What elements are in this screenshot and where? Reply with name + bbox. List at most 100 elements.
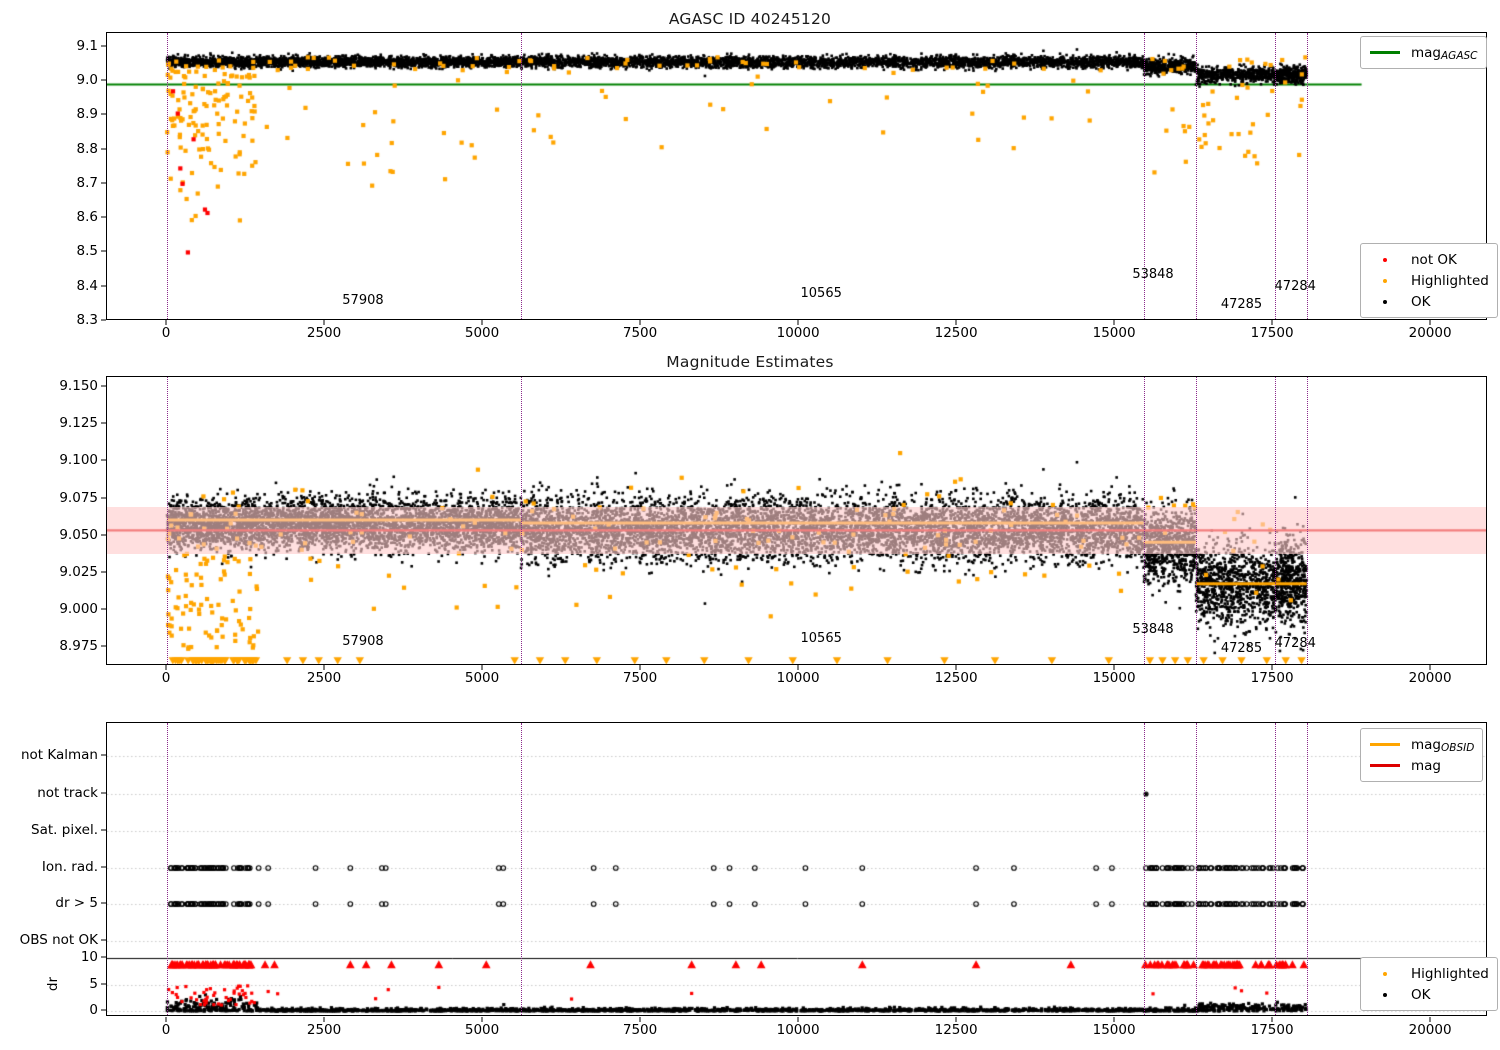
x-axis-tick <box>481 1017 483 1022</box>
y-axis-tick <box>101 216 106 218</box>
obsid-annotation: 57908 <box>342 634 384 650</box>
y-axis-tick-label: 9.150 <box>59 378 98 395</box>
x-axis-tick <box>323 1017 325 1022</box>
y-axis-tick <box>101 939 106 941</box>
obsid-divider-line <box>1143 377 1145 664</box>
x-axis-tick-label: 20000 <box>1408 1022 1452 1038</box>
obsid-annotation: 10565 <box>800 631 842 647</box>
y-axis-tick-label: 8.3 <box>76 312 98 328</box>
dr-tick-label: 10 <box>80 949 98 965</box>
x-axis-tick <box>323 320 325 325</box>
legend-row-mag: mag <box>1368 755 1474 776</box>
x-axis-tick <box>1271 320 1273 325</box>
legend-row-mag-agasc: magAGASC <box>1368 42 1478 63</box>
y-axis-tick <box>101 250 106 252</box>
legend-row-ok: OK <box>1368 291 1489 312</box>
x-axis-tick-label: 12500 <box>934 325 978 341</box>
legend-label-ok: OK <box>1411 293 1431 310</box>
x-axis-tick <box>955 1017 957 1022</box>
x-axis-tick <box>639 320 641 325</box>
obsid-divider-line <box>1143 33 1145 319</box>
obsid-divider-line <box>1195 723 1197 1015</box>
y-axis-tick-label: 8.8 <box>76 140 98 157</box>
flag-row-label: OBS not OK <box>19 932 98 948</box>
y-axis-tick <box>101 534 106 536</box>
axes-panel-2: 57908 10565 53848 47285 47284 <box>106 376 1487 665</box>
y-axis-tick-label: 9.0 <box>76 72 98 88</box>
obsid-divider-line <box>520 377 522 664</box>
y-axis-tick-label: 9.050 <box>59 526 98 543</box>
x-axis-tick-label: 7500 <box>622 670 658 686</box>
obsid-divider-line <box>1143 723 1145 1015</box>
legend-label-mag: mag <box>1411 757 1441 774</box>
legend-row-mag-obsid: magOBSID <box>1368 734 1474 755</box>
legend-label-not-ok: not OK <box>1411 251 1457 268</box>
y-axis-tick <box>101 1009 106 1011</box>
legend-row-highlighted: Highlighted <box>1368 270 1489 291</box>
legend-label-highlighted-2: Highlighted <box>1411 965 1489 982</box>
x-axis-tick <box>955 665 957 670</box>
x-axis-tick <box>481 320 483 325</box>
y-axis-tick <box>101 956 106 958</box>
x-axis-tick <box>1271 665 1273 670</box>
x-axis-tick-label: 10000 <box>776 1022 820 1038</box>
axes-panel-1: 57908 10565 53848 47285 47284 <box>106 32 1487 320</box>
x-axis-tick-label: 10000 <box>776 670 820 686</box>
legend-text-mag: mag <box>1411 44 1441 61</box>
x-axis-tick-label: 0 <box>161 1022 171 1038</box>
panel-magnitude-overview: AGASC ID 40245120 57908 10565 53848 47285 47… <box>0 0 1500 345</box>
x-axis-tick-label: 5000 <box>464 325 500 341</box>
x-axis-tick <box>165 320 167 325</box>
legend-row-not-ok: not OK <box>1368 249 1489 270</box>
x-axis-tick-label: 5000 <box>464 670 500 686</box>
x-axis-tick-label: 17500 <box>1250 1022 1294 1038</box>
y-axis-tick <box>101 902 106 904</box>
legend-mag-lines[interactable]: magOBSID mag <box>1360 728 1484 782</box>
y-axis-tick <box>101 497 106 499</box>
black-dot-icon <box>1368 299 1402 304</box>
x-axis-tick-label: 10000 <box>776 325 820 341</box>
flag-row-label: not Kalman <box>20 747 98 763</box>
legend-line-red-icon <box>1368 764 1402 767</box>
legend-label-ok-2: OK <box>1411 986 1431 1003</box>
x-axis-tick-label: 20000 <box>1408 325 1452 341</box>
x-axis-tick-label: 15000 <box>1092 325 1136 341</box>
y-axis-tick-label: 9.125 <box>59 415 98 432</box>
obsid-divider-line <box>1275 377 1276 664</box>
x-axis-tick-label: 5000 <box>464 1022 500 1038</box>
x-axis-tick <box>797 665 799 670</box>
y-axis-tick <box>101 754 106 756</box>
y-axis-tick-label: 8.975 <box>59 637 98 654</box>
x-axis-tick-label: 20000 <box>1408 670 1452 686</box>
panel2-title: Magnitude Estimates <box>666 353 834 371</box>
obsid-divider-line <box>520 33 522 319</box>
y-axis-tick <box>101 829 106 831</box>
obsid-divider-line <box>1195 33 1197 319</box>
y-axis-tick <box>101 285 106 287</box>
x-axis-tick <box>165 665 167 670</box>
y-axis-tick-label: 9.1 <box>76 37 98 54</box>
mag-uncertainty-band <box>107 506 1486 555</box>
legend-point-classes-panel1[interactable]: not OK Highlighted OK <box>1360 243 1498 318</box>
legend-point-classes-panel2[interactable]: Highlighted OK <box>1360 957 1498 1011</box>
y-axis-tick <box>101 79 106 81</box>
legend-text-agasc-sub: AGASC <box>1441 49 1478 62</box>
orange-dot-icon <box>1368 971 1402 976</box>
obsid-divider-line <box>167 723 169 1015</box>
obsid-divider-line <box>520 723 522 1015</box>
y-axis-tick-label: 8.5 <box>76 243 98 260</box>
legend-label-highlighted: Highlighted <box>1411 272 1489 289</box>
legend-row-ok-2: OK <box>1368 984 1489 1005</box>
legend-line-green-icon <box>1368 51 1402 54</box>
legend-mag-agasc[interactable]: magAGASC <box>1360 36 1487 69</box>
y-axis-tick <box>101 182 106 184</box>
obsid-divider-line <box>1275 723 1276 1015</box>
x-axis-tick <box>1429 665 1431 670</box>
y-axis-tick-label: 8.7 <box>76 174 98 191</box>
y-axis-tick <box>101 983 106 985</box>
obsid-divider-line <box>1306 377 1308 664</box>
obsid-divider-line <box>167 377 169 664</box>
y-axis-tick <box>101 113 106 115</box>
obsid-annotation: 57908 <box>342 293 384 309</box>
